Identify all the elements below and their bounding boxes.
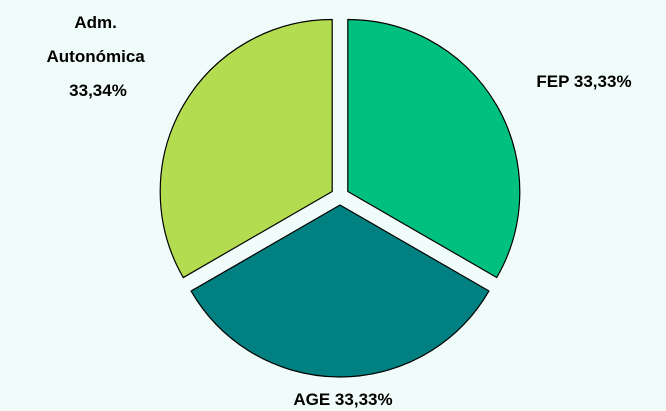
slice-label-adm-autonomica: Adm. Autonómica 33,34% — [47, 13, 150, 100]
slice-label-adm-line-3: 33,34% — [69, 81, 127, 100]
slice-label-age-line: AGE 33,33% — [293, 390, 392, 409]
pie-slices — [159, 18, 521, 378]
slice-label-adm-line-2: Autonómica — [47, 47, 146, 66]
slice-label-fep: FEP 33,33% — [536, 72, 631, 91]
pie-slice-fep — [347, 18, 521, 279]
slice-label-adm-line-1: Adm. — [74, 13, 117, 32]
pie-slice-age — [190, 204, 490, 378]
slice-label-fep-line: FEP 33,33% — [536, 72, 631, 91]
pie-labels: FEP 33,33% AGE 33,33% Adm. Autonómica 33… — [47, 13, 632, 409]
slice-label-age: AGE 33,33% — [293, 390, 392, 409]
pie-slice-adm-auton-mica — [159, 18, 333, 279]
